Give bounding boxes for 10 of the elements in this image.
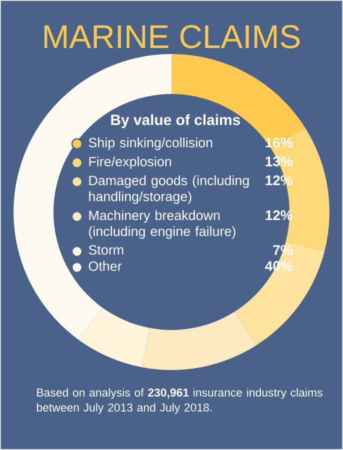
legend-label: Ship sinking/collision <box>88 138 212 150</box>
legend-title: By value of claims <box>111 114 240 128</box>
legend-label: Other <box>88 261 122 271</box>
data-label: 16% <box>266 138 292 148</box>
legend-label: Storm <box>88 245 124 255</box>
legend-label: Machinery breakdown (including engine failure) <box>89 210 236 239</box>
text: Based on analysis of 230,961 insurance industry claims between July 2013 and July 2018. <box>36 388 322 414</box>
legend-label: Damaged goods (including handling/storage) <box>89 175 249 204</box>
chart-title: MARINE CLAIMS <box>44 25 300 48</box>
legend-label: Fire/explosion <box>89 156 172 169</box>
